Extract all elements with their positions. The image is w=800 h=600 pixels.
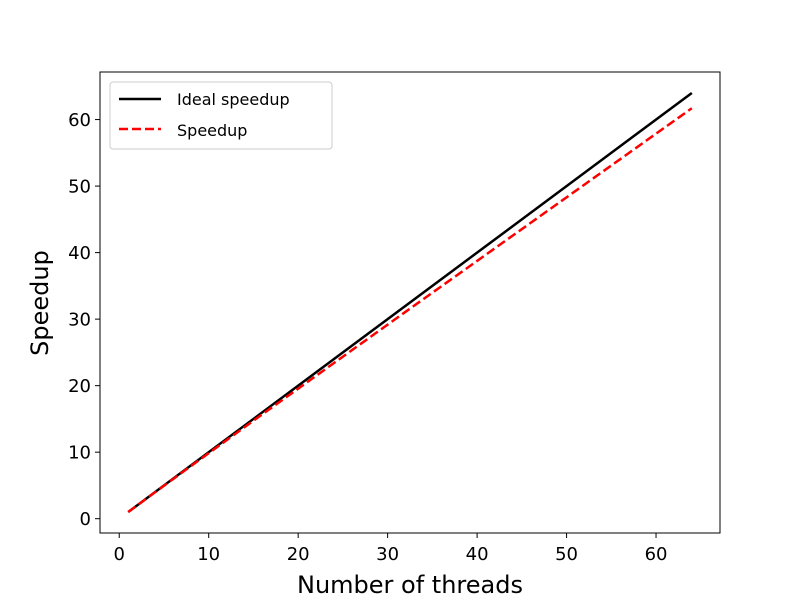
x-axis-title: Number of threads	[297, 571, 523, 599]
series-layer	[127, 91, 693, 514]
x-tick-label: 60	[645, 544, 668, 565]
y-tick-label: 0	[80, 509, 91, 530]
legend: Ideal speedup Speedup	[109, 81, 333, 150]
x-tick-label: 40	[466, 544, 489, 565]
y-tick-label: 50	[68, 177, 91, 198]
legend-label-speedup: Speedup	[177, 121, 247, 140]
x-tick-label: 30	[376, 544, 399, 565]
y-tick-label: 30	[68, 310, 91, 331]
y-axis-title: Speedup	[26, 250, 54, 356]
y-tick-label: 20	[68, 376, 91, 397]
x-tick-label: 20	[287, 544, 310, 565]
y-tick-label: 60	[68, 110, 91, 131]
x-axis-ticks: 0 10 20 30 40 50 60	[114, 533, 668, 565]
x-tick-label: 10	[197, 544, 220, 565]
y-tick-label: 40	[68, 243, 91, 264]
plot-frame	[99, 71, 721, 534]
y-axis-ticks: 0 10 20 30 40 50 60	[68, 110, 100, 530]
legend-label-ideal-speedup: Ideal speedup	[177, 90, 290, 109]
series-line-speedup	[127, 107, 693, 514]
legend-frame	[109, 81, 333, 150]
x-tick-label: 0	[114, 544, 125, 565]
y-tick-label: 10	[68, 443, 91, 464]
x-tick-label: 50	[555, 544, 578, 565]
